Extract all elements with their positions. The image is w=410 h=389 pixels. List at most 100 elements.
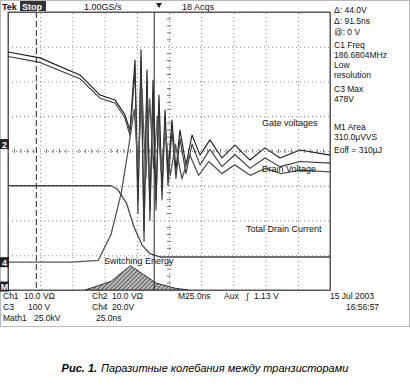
y-tick	[8, 151, 330, 152]
readout-text: Δ: 44.0V	[334, 5, 367, 15]
x-grid-line	[201, 12, 202, 290]
readout-text: @: 0 V	[334, 27, 360, 37]
energy-area	[85, 266, 188, 290]
footer-text: 10.0 VΩ	[24, 291, 55, 301]
caption: Рис. 1.Паразитные колебания между транзи…	[62, 362, 349, 374]
minor-tick	[91, 149, 92, 153]
minor-tick	[167, 241, 171, 242]
minor-tick	[53, 149, 54, 153]
x-axis-line	[9, 12, 331, 291]
minor-tick	[167, 213, 171, 214]
minor-tick	[14, 149, 15, 153]
minor-tick	[167, 67, 171, 68]
minor-tick	[27, 149, 28, 153]
y-grid-line	[8, 82, 330, 83]
header-text: Tek	[2, 2, 18, 12]
minor-tick	[167, 88, 171, 89]
channel-marker-box	[0, 139, 9, 149]
minor-tick	[167, 95, 171, 96]
y-axis-line	[9, 13, 331, 291]
oscilloscope-chart: Gate voltages Drain Voltage Total Drain Cu…	[0, 0, 410, 389]
footer-text: C3	[3, 302, 14, 312]
x-grid-line	[233, 12, 234, 290]
minor-tick	[167, 227, 171, 228]
readout-text: 310.0µVVS	[334, 132, 378, 142]
footer-text: 25.0ns	[96, 313, 122, 323]
trace-line	[8, 88, 330, 262]
readout-text: 186.6804MHz	[334, 50, 387, 60]
y-axis	[8, 13, 330, 291]
trace-label: Total Drain Current	[246, 224, 322, 234]
y-tick	[8, 82, 330, 83]
minor-tick	[167, 276, 171, 277]
readout-text: Low	[334, 60, 350, 70]
minor-tick	[278, 149, 279, 153]
minor-tick	[98, 149, 99, 153]
footer-text: Ch2	[92, 291, 108, 301]
readout-text: Δ: 91.5ns	[334, 16, 370, 26]
channel-marker: 2	[0, 139, 9, 150]
trace-label: Gate voltages	[262, 118, 318, 128]
chart-container: Gate voltages Drain Voltage Total Drain Cu…	[0, 0, 410, 389]
x-grid-line	[266, 12, 267, 290]
trace-label: Switching Energy	[104, 256, 174, 266]
trigger-marker	[156, 3, 162, 8]
footer-text: 25.0kV	[34, 313, 61, 323]
minor-tick	[117, 149, 118, 153]
minor-tick	[323, 149, 324, 153]
minor-tick	[167, 109, 171, 110]
minor-tick	[167, 74, 171, 75]
minor-tick	[167, 60, 171, 61]
minor-tick	[214, 149, 215, 153]
minor-tick	[220, 149, 221, 153]
readout-text: resolution	[334, 70, 371, 80]
minor-tick	[167, 32, 171, 33]
footer-text: Ch4	[92, 302, 108, 312]
minor-tick	[167, 102, 171, 103]
trace-label: Drain Voltage	[262, 164, 316, 174]
readout-text: Eoff = 310µJ	[334, 145, 382, 155]
minor-tick	[284, 149, 285, 153]
footer-text: 100 V	[28, 302, 51, 312]
footer-text: Math1	[3, 313, 27, 323]
y-tick	[8, 47, 330, 48]
screen-frame	[1, 1, 410, 327]
footer-text: ∫	[245, 291, 249, 301]
minor-tick	[167, 123, 171, 124]
center-minor-ticks	[14, 19, 323, 283]
cursor-line	[154, 12, 155, 290]
channel-marker: 4	[0, 257, 9, 268]
trace-line	[8, 50, 330, 230]
footer-text: Aux	[224, 291, 239, 301]
minor-tick	[130, 149, 131, 153]
minor-tick	[46, 149, 47, 153]
status-box	[20, 1, 46, 11]
trace-line	[8, 56, 330, 241]
plot-frame	[8, 12, 330, 290]
readout-text: C1 Freq	[334, 40, 365, 50]
minor-tick	[167, 234, 171, 235]
minor-tick	[246, 149, 247, 153]
minor-tick	[20, 149, 21, 153]
minor-tick	[167, 248, 171, 249]
minor-tick	[85, 149, 86, 153]
minor-tick	[78, 149, 79, 153]
timestamp-text: 15 Jul 2003	[330, 291, 374, 301]
minor-tick	[156, 149, 157, 153]
x-tick	[266, 12, 267, 290]
minor-tick	[252, 149, 253, 153]
minor-tick	[167, 25, 171, 26]
minor-tick	[65, 149, 66, 153]
minor-tick	[167, 130, 171, 131]
x-axis	[9, 12, 331, 291]
minor-tick	[111, 149, 112, 153]
minor-tick	[291, 149, 292, 153]
minor-tick	[167, 283, 171, 284]
minor-tick	[33, 149, 34, 153]
timestamp-text: 16:56:57	[346, 302, 379, 312]
header-text: Stop	[22, 2, 42, 12]
footer-text: 10.0 VΩ	[112, 291, 143, 301]
footer-text: M25.0ns	[178, 291, 211, 301]
x-tick	[201, 12, 202, 290]
plot-area	[8, 12, 330, 290]
